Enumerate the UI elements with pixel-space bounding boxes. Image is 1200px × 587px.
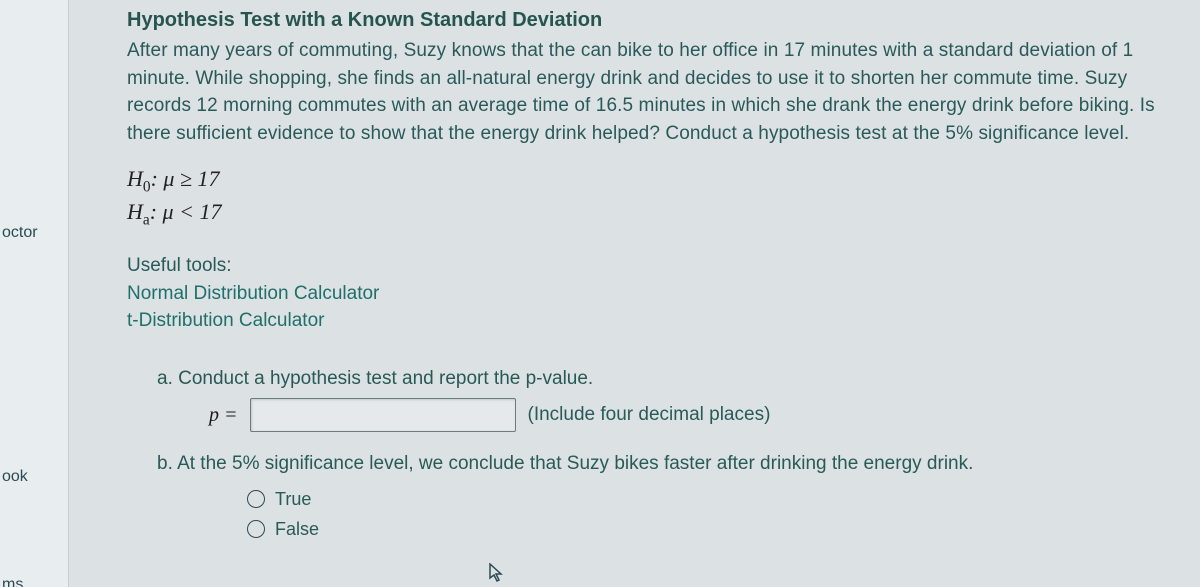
- p-value-row: p = (Include four decimal places): [209, 398, 1196, 432]
- sidebar-item-ms[interactable]: ms: [0, 576, 23, 587]
- page-root: octor ook ms Hypothesis Test with a Know…: [0, 0, 1200, 587]
- hypotheses-block: H0: μ ≥ 17 Ha: μ < 17: [127, 165, 1196, 230]
- radio-true-label: True: [275, 486, 311, 512]
- questions-block: a. Conduct a hypothesis test and report …: [157, 365, 1196, 542]
- ha-expr: : μ < 17: [150, 199, 222, 224]
- main-content: Hypothesis Test with a Known Standard De…: [69, 0, 1200, 587]
- h0-expr: : μ ≥ 17: [151, 166, 220, 191]
- sidebar: octor ook ms: [0, 0, 69, 587]
- p-value-input[interactable]: [250, 398, 516, 432]
- problem-title: Hypothesis Test with a Known Standard De…: [127, 6, 1196, 35]
- tools-block: Useful tools: Normal Distribution Calcul…: [127, 252, 1196, 335]
- question-b-options: True False: [247, 486, 1196, 542]
- radio-true[interactable]: [247, 490, 265, 508]
- problem-prompt: After many years of commuting, Suzy know…: [127, 37, 1196, 147]
- tool-link-normal[interactable]: Normal Distribution Calculator: [127, 280, 1196, 308]
- ha-label: H: [127, 199, 143, 224]
- tool-link-t-dist[interactable]: t-Distribution Calculator: [127, 307, 1196, 335]
- ha-sub: a: [143, 211, 150, 228]
- question-a-text: a. Conduct a hypothesis test and report …: [157, 365, 1196, 393]
- p-equals-label: p =: [209, 401, 238, 430]
- null-hypothesis: H0: μ ≥ 17: [127, 165, 1196, 197]
- p-value-hint: (Include four decimal places): [528, 401, 771, 429]
- h0-label: H: [127, 166, 143, 191]
- cursor-icon: [489, 563, 505, 583]
- question-a: a. Conduct a hypothesis test and report …: [157, 365, 1196, 433]
- radio-false-label: False: [275, 516, 319, 542]
- h0-sub: 0: [143, 179, 151, 196]
- tools-label: Useful tools:: [127, 252, 1196, 280]
- radio-false[interactable]: [247, 520, 265, 538]
- question-b-text: b. At the 5% significance level, we conc…: [157, 450, 1196, 478]
- question-b: b. At the 5% significance level, we conc…: [157, 450, 1196, 542]
- alt-hypothesis: Ha: μ < 17: [127, 198, 1196, 230]
- sidebar-item-ook[interactable]: ook: [0, 468, 28, 486]
- option-false-row[interactable]: False: [247, 516, 1196, 542]
- option-true-row[interactable]: True: [247, 486, 1196, 512]
- sidebar-item-octor[interactable]: octor: [0, 224, 38, 242]
